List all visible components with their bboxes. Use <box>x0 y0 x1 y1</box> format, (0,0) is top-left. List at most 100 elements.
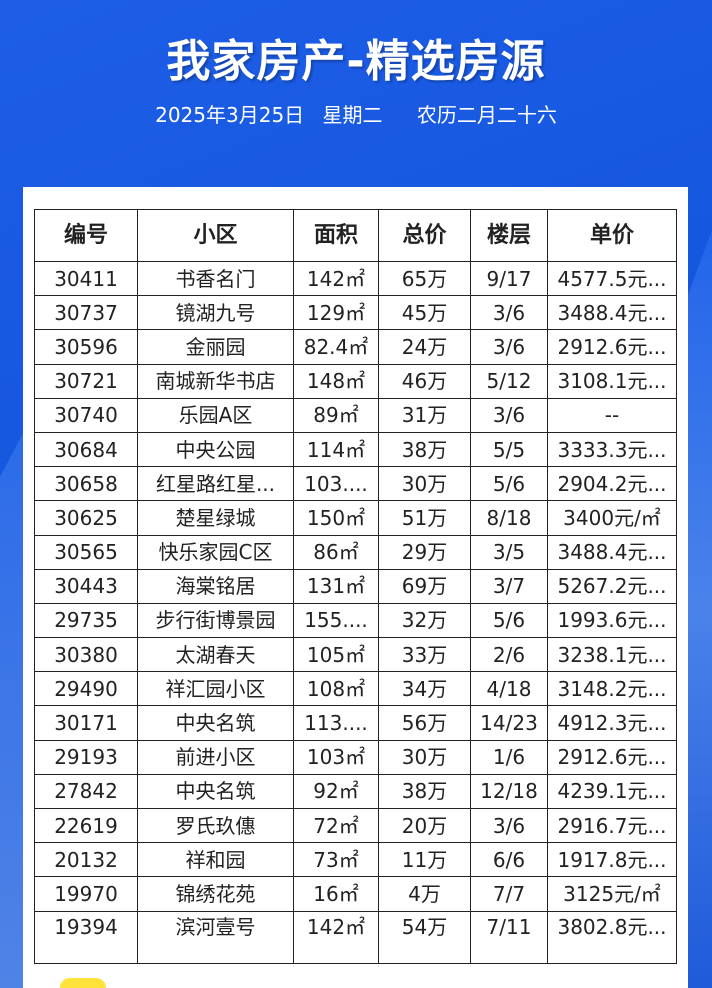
table-cell: 3/6 <box>470 295 548 331</box>
table-cell: 祥和园 <box>137 842 294 878</box>
table-cell: 5/6 <box>470 602 548 639</box>
table-row: 30565 快乐家园C区 86㎡ 29万 3/5 3488.4元... <box>34 534 677 570</box>
table-row: 19394 滨河壹号 142㎡ 54万 7/11 3802.8元... <box>34 910 677 964</box>
table-cell: 中央公园 <box>137 431 294 468</box>
table-cell: 108㎡ <box>293 671 379 707</box>
table-cell: 32万 <box>378 602 471 639</box>
table-cell: 129㎡ <box>293 295 379 331</box>
column-header: 单价 <box>547 209 677 262</box>
table-cell: 29490 <box>34 671 138 707</box>
table-row: 29193 前进小区 103㎡ 30万 1/6 2912.6元... <box>34 739 677 775</box>
table-cell: 19970 <box>34 876 138 912</box>
table-row: 29490 祥汇园小区 108㎡ 34万 4/18 3148.2元... <box>34 671 677 707</box>
table-cell: 150㎡ <box>293 500 379 536</box>
table-cell: 20132 <box>34 842 138 878</box>
table-cell: 2904.2元... <box>547 466 677 502</box>
table-cell: 镜湖九号 <box>137 295 294 331</box>
table-cell: 3/7 <box>470 568 548 604</box>
table-cell: 30625 <box>34 500 138 536</box>
table-cell: 22619 <box>34 807 138 844</box>
table-cell: 7/7 <box>470 876 548 912</box>
table-cell: 69万 <box>378 568 471 604</box>
table-cell: 29735 <box>34 602 138 639</box>
table-cell: 8/18 <box>470 500 548 536</box>
table-row: 30596 金丽园 82.4㎡ 24万 3/6 2912.6元... <box>34 329 677 365</box>
table-cell: 30411 <box>34 260 138 297</box>
table-cell: 155.... <box>293 602 379 639</box>
table-cell: 5/5 <box>470 431 548 468</box>
table-cell: 锦绣花苑 <box>137 876 294 912</box>
table-cell: 3/6 <box>470 397 548 433</box>
table-cell: 快乐家园C区 <box>137 534 294 570</box>
table-cell: 103.... <box>293 466 379 502</box>
table-cell: 滨河壹号 <box>137 910 294 964</box>
table-cell: 4/18 <box>470 671 548 707</box>
table-row: 22619 罗氏玖僡 72㎡ 20万 3/6 2916.7元... <box>34 807 677 844</box>
table-cell: 19394 <box>34 910 138 964</box>
table-cell: 142㎡ <box>293 910 379 964</box>
table-cell: 73㎡ <box>293 842 379 878</box>
date-line: 2025年3月25日 星期二 农历二月二十六 <box>0 102 712 128</box>
lunar-date: 农历二月二十六 <box>416 103 557 127</box>
table-cell: -- <box>547 397 677 433</box>
table-cell: 30万 <box>378 739 471 775</box>
table-cell: 3108.1元... <box>547 363 677 399</box>
table-cell: 114㎡ <box>293 431 379 468</box>
column-header: 楼层 <box>470 209 548 262</box>
date: 2025年3月25日 <box>155 103 305 127</box>
table-cell: 3333.3元... <box>547 431 677 468</box>
table-cell: 中央名筑 <box>137 705 294 741</box>
table-cell: 3/5 <box>470 534 548 570</box>
table-cell: 82.4㎡ <box>293 329 379 365</box>
table-cell: 29万 <box>378 534 471 570</box>
table-cell: 89㎡ <box>293 397 379 433</box>
table-cell: 30740 <box>34 397 138 433</box>
table-cell: 56万 <box>378 705 471 741</box>
table-cell: 30684 <box>34 431 138 468</box>
table-cell: 30596 <box>34 329 138 365</box>
table-row: 30411 书香名门 142㎡ 65万 9/17 4577.5元... <box>34 260 677 297</box>
table-cell: 2912.6元... <box>547 329 677 365</box>
table-cell: 45万 <box>378 295 471 331</box>
weekday: 星期二 <box>322 103 383 127</box>
table-cell: 2/6 <box>470 637 548 673</box>
table-cell: 31万 <box>378 397 471 433</box>
table-cell: 5/6 <box>470 466 548 502</box>
table-cell: 4912.3元... <box>547 705 677 741</box>
table-cell: 7/11 <box>470 910 548 964</box>
table-cell: 113.... <box>293 705 379 741</box>
table-cell: 1/6 <box>470 739 548 775</box>
table-row: 30380 太湖春天 105㎡ 33万 2/6 3238.1元... <box>34 637 677 673</box>
table-cell: 中央名筑 <box>137 773 294 810</box>
table-row: 30740 乐园A区 89㎡ 31万 3/6 -- <box>34 397 677 433</box>
table-cell: 书香名门 <box>137 260 294 297</box>
table-cell: 3802.8元... <box>547 910 677 964</box>
column-header: 编号 <box>34 209 138 262</box>
table-cell: 3238.1元... <box>547 637 677 673</box>
table-cell: 3125元/㎡ <box>547 876 677 912</box>
table-cell: 3/6 <box>470 807 548 844</box>
table-cell: 30171 <box>34 705 138 741</box>
table-cell: 3/6 <box>470 329 548 365</box>
table-cell: 1917.8元... <box>547 842 677 878</box>
table-cell: 92㎡ <box>293 773 379 810</box>
table-cell: 33万 <box>378 637 471 673</box>
table-row: 30625 楚星绿城 150㎡ 51万 8/18 3400元/㎡ <box>34 500 677 536</box>
table-cell: 38万 <box>378 773 471 810</box>
table-cell: 27842 <box>34 773 138 810</box>
table-cell: 51万 <box>378 500 471 536</box>
table-cell: 南城新华书店 <box>137 363 294 399</box>
table-row: 20132 祥和园 73㎡ 11万 6/6 1917.8元... <box>34 842 677 878</box>
table-cell: 46万 <box>378 363 471 399</box>
table-cell: 3488.4元... <box>547 295 677 331</box>
table-cell: 131㎡ <box>293 568 379 604</box>
table-cell: 2912.6元... <box>547 739 677 775</box>
table-cell: 29193 <box>34 739 138 775</box>
table-cell: 34万 <box>378 671 471 707</box>
table-cell: 103㎡ <box>293 739 379 775</box>
sun-decoration <box>60 978 106 988</box>
table-cell: 24万 <box>378 329 471 365</box>
table-cell: 3400元/㎡ <box>547 500 677 536</box>
table-row: 30658 红星路红星... 103.... 30万 5/6 2904.2元... <box>34 466 677 502</box>
table-cell: 20万 <box>378 807 471 844</box>
